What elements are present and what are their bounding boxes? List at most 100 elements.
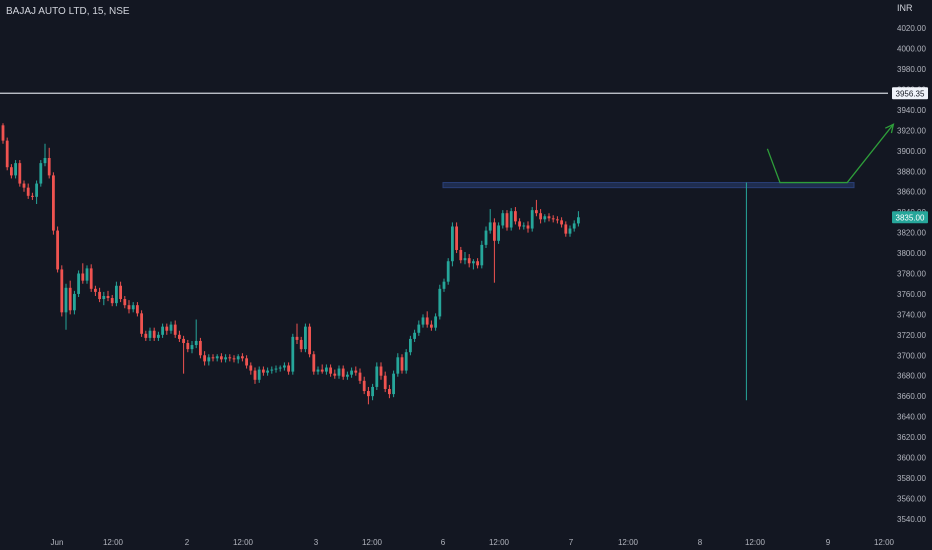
candle: [320, 364, 324, 374]
candle-body: [5, 140, 9, 168]
y-tick-label: 3780.00: [897, 270, 926, 279]
candle-body: [505, 213, 509, 228]
candle: [43, 143, 47, 167]
drawings[interactable]: [745, 123, 895, 401]
candle: [14, 160, 17, 179]
candle: [199, 337, 202, 359]
candle: [186, 339, 190, 353]
candle: [136, 302, 139, 317]
resistance-zone[interactable]: [442, 182, 855, 189]
candle-body: [199, 340, 202, 356]
candle: [577, 211, 580, 227]
candle: [22, 180, 26, 192]
candle-body: [190, 345, 194, 350]
candle: [341, 365, 345, 380]
y-tick-label: 3860.00: [897, 188, 926, 197]
y-tick-label: 3720.00: [897, 331, 926, 340]
candle: [220, 353, 223, 363]
candle: [488, 209, 492, 234]
candle-body: [568, 228, 572, 234]
candle-body: [207, 357, 211, 362]
candle: [18, 160, 22, 187]
candle: [442, 278, 446, 292]
candle: [337, 365, 341, 379]
candle: [551, 215, 555, 223]
candle-body: [497, 225, 500, 241]
candle-body: [35, 183, 38, 197]
last-price-tag: [892, 211, 928, 224]
candle-body: [518, 221, 521, 227]
candle-body: [249, 365, 253, 371]
candle: [241, 353, 244, 362]
candle-body: [291, 336, 295, 372]
candle: [425, 311, 429, 328]
candle: [493, 218, 496, 283]
y-tick-label: 3680.00: [897, 372, 926, 381]
price-axis[interactable]: 4020.004000.003980.003960.003940.003920.…: [897, 24, 926, 524]
candle: [64, 283, 68, 330]
candle: [102, 291, 106, 306]
candle: [1, 123, 5, 144]
candle-body: [522, 225, 526, 227]
candle: [211, 354, 215, 362]
hline-price-label: 3956.35: [896, 89, 925, 98]
y-tick-label: 3880.00: [897, 167, 926, 176]
last-price-label: 3835.00: [896, 213, 925, 222]
candle: [283, 362, 286, 371]
candle: [430, 320, 433, 331]
candle-body: [127, 305, 131, 310]
candle-body: [123, 299, 127, 306]
y-tick-label: 3800.00: [897, 249, 926, 258]
candle: [228, 354, 232, 362]
x-tick-label: 6: [441, 538, 446, 547]
x-tick-label: 9: [826, 538, 831, 547]
candle: [68, 280, 72, 315]
candle: [10, 164, 13, 179]
candle-body: [526, 225, 530, 229]
candle: [148, 327, 152, 341]
candle-body: [493, 222, 496, 241]
candle-body: [543, 216, 547, 220]
time-axis[interactable]: Jun 12:00 2 12:00 3 12:00 6 12:00 7 12:00 8 12:00 9 1…: [51, 538, 895, 547]
candle-body: [430, 324, 433, 328]
candle-body: [262, 369, 265, 373]
candle-body: [68, 287, 72, 311]
candle: [52, 172, 55, 235]
candle: [47, 147, 51, 179]
candle: [5, 137, 9, 171]
candle-body: [535, 210, 538, 214]
candle-body: [182, 338, 185, 343]
candle-body: [488, 222, 492, 231]
candle-body: [22, 183, 26, 188]
candle: [312, 351, 316, 375]
candle-body: [144, 333, 148, 338]
candle-body: [73, 293, 76, 311]
candle: [262, 366, 265, 376]
candle: [295, 323, 299, 345]
candle: [316, 366, 320, 375]
candle-body: [194, 340, 198, 346]
candle-body: [52, 175, 55, 231]
x-tick-label: 12:00: [618, 538, 639, 547]
candle: [131, 302, 135, 313]
hline-price-tag: [892, 87, 928, 100]
candle: [526, 221, 530, 233]
y-tick-label: 3980.00: [897, 65, 926, 74]
candle: [501, 210, 505, 229]
candle-body: [530, 210, 534, 229]
candle-body: [224, 357, 227, 360]
candles: [1, 123, 580, 405]
candle-body: [446, 261, 450, 282]
x-tick-label: 12:00: [103, 538, 124, 547]
candle-body: [480, 244, 484, 266]
candle: [270, 366, 274, 374]
candle-body: [551, 218, 555, 220]
candle: [556, 216, 559, 224]
candle-body: [451, 226, 454, 262]
x-tick-label: 12:00: [745, 538, 766, 547]
candle-body: [245, 358, 248, 366]
candle: [329, 364, 332, 377]
candle: [161, 323, 164, 338]
candle: [472, 259, 475, 270]
